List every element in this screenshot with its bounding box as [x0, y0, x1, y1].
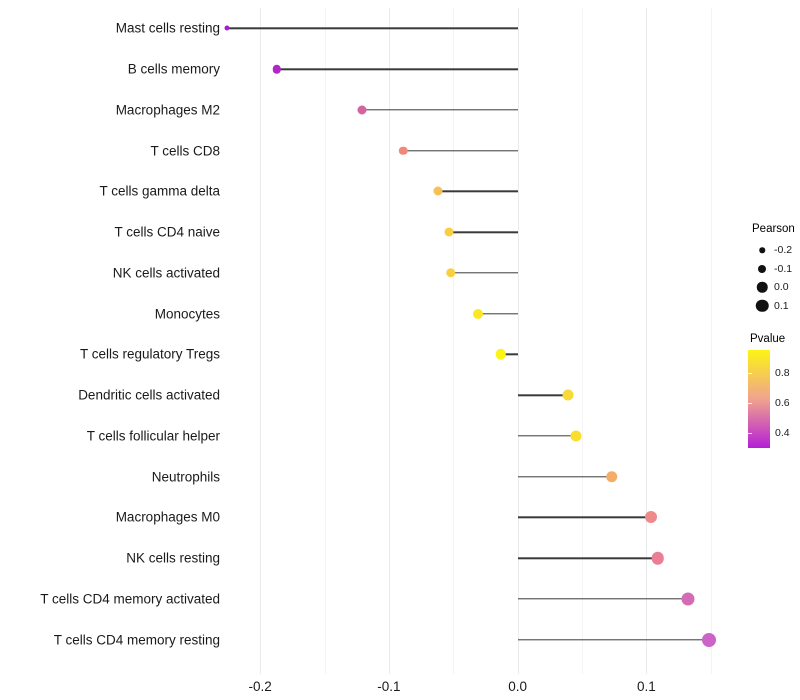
x-axis-tick-label: 0.0 — [508, 679, 527, 694]
y-axis-category-label: Mast cells resting — [115, 20, 220, 36]
lollipop-point[interactable] — [605, 470, 618, 483]
gridline-minor — [453, 8, 455, 674]
lollipop-stem — [437, 190, 518, 193]
pvalue-colorbar — [748, 350, 770, 448]
y-axis-category-label: B cells memory — [127, 61, 220, 77]
gridline-minor — [710, 8, 712, 674]
x-axis-tick-label: -0.1 — [377, 679, 401, 694]
x-axis-tick-label: -0.2 — [248, 679, 272, 694]
y-axis-category-label: T cells CD8 — [150, 142, 220, 158]
colorbar-tick-label: 0.6 — [775, 396, 790, 409]
y-axis-category-label: Macrophages M2 — [115, 102, 220, 118]
size-legend-label: -0.2 — [774, 243, 793, 256]
colorbar-tick — [748, 402, 752, 404]
lollipop-point[interactable] — [562, 389, 574, 401]
lollipop-point[interactable] — [495, 349, 507, 360]
size-legend-title: Pearson — [752, 223, 795, 235]
y-axis-category-label: T cells regulatory Tregs — [79, 346, 220, 362]
colorbar-tick-label: 0.8 — [775, 366, 790, 379]
lollipop-stem — [361, 109, 518, 111]
lollipop-stem — [517, 638, 710, 641]
lollipop-point[interactable] — [651, 551, 665, 565]
lollipop-point[interactable] — [224, 25, 230, 31]
size-legend-dot — [756, 281, 768, 293]
size-legend-label: 0.1 — [774, 299, 789, 312]
size-legend-dot — [759, 247, 765, 253]
y-axis-category-label: T cells follicular helper — [86, 428, 220, 444]
y-axis-category-label: T cells gamma delta — [99, 183, 220, 199]
y-axis-category-label: NK cells resting — [126, 550, 220, 566]
colorbar-tick — [748, 432, 752, 434]
size-legend-label: -0.1 — [774, 262, 793, 275]
gridline-major — [517, 8, 519, 674]
lollipop-point[interactable] — [398, 146, 408, 155]
lollipop-stem — [276, 68, 518, 70]
y-axis-category-label: Monocytes — [154, 305, 220, 321]
lollipop-stem — [226, 27, 518, 30]
lollipop-stem — [517, 475, 612, 478]
y-axis-category-label: Dendritic cells activated — [78, 387, 220, 403]
size-legend-dot — [755, 299, 769, 312]
y-axis-category-label: NK cells activated — [112, 265, 220, 281]
gridline-major — [388, 8, 390, 674]
y-axis-category-label: T cells CD4 memory activated — [40, 591, 220, 607]
lollipop-stem — [517, 516, 652, 519]
size-legend-dot — [758, 264, 766, 273]
x-axis-tick-label: 0.1 — [636, 679, 656, 694]
size-legend-label: 0.0 — [774, 280, 789, 293]
lollipop-point[interactable] — [445, 268, 456, 278]
lollipop-point[interactable] — [444, 227, 454, 237]
lollipop-point[interactable] — [681, 592, 695, 606]
lollipop-point[interactable] — [472, 308, 483, 319]
y-axis-category-label: Neutrophils — [151, 468, 220, 484]
gridline-minor — [324, 8, 326, 674]
gridline-minor — [581, 8, 583, 674]
lollipop-stem — [517, 394, 568, 396]
lollipop-point[interactable] — [645, 511, 658, 524]
lollipop-stem — [517, 598, 688, 600]
colorbar-tick — [748, 372, 752, 374]
lollipop-stem — [517, 435, 576, 437]
lollipop-stem — [403, 149, 518, 152]
lollipop-stem — [477, 312, 518, 315]
lollipop-point[interactable] — [433, 186, 443, 196]
y-axis-category-label: T cells CD4 memory resting — [53, 631, 220, 647]
y-axis-category-label: Macrophages M0 — [115, 509, 220, 525]
lollipop-point[interactable] — [357, 105, 367, 115]
lollipop-point[interactable] — [702, 632, 717, 647]
lollipop-stem — [450, 272, 518, 274]
lollipop-stem — [500, 353, 518, 356]
lollipop-point[interactable] — [570, 430, 582, 442]
lollipop-point[interactable] — [272, 64, 282, 74]
lollipop-stem — [517, 557, 658, 559]
colorbar-tick-label: 0.4 — [775, 426, 790, 439]
lollipop-stem — [449, 231, 518, 233]
gridline-major — [260, 8, 262, 674]
gridline-major — [646, 8, 648, 674]
y-axis-category-label: T cells CD4 naive — [114, 224, 220, 240]
color-legend-title: Pvalue — [750, 333, 786, 345]
